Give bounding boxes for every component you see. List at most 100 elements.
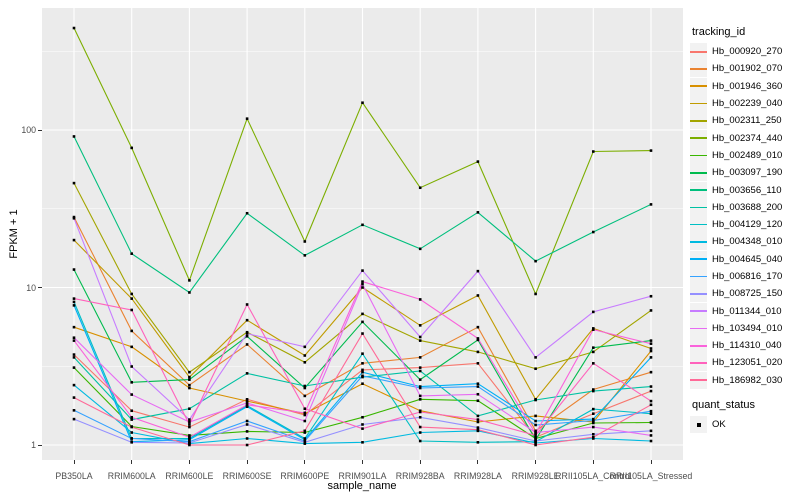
legend-entry-label: Hb_103494_010 [712,322,783,334]
data-point-marker [476,418,480,421]
legend-title-quant-status: quant_status [692,398,755,411]
data-point-marker [130,431,133,434]
data-point-marker [592,432,595,436]
data-point-marker [649,149,653,152]
y-tick-mark [38,444,42,446]
data-point-marker [303,361,307,364]
data-point-marker [649,347,653,350]
data-point-marker [72,304,76,307]
data-point-marker [592,407,595,411]
data-point-marker [649,429,653,433]
legend-key-swatch [690,319,707,337]
data-point-marker [245,334,249,338]
data-point-marker [361,352,364,355]
legend-entry-Hb_006816_170: Hb_006816_170 [690,268,800,285]
legend-key-swatch [690,60,707,78]
data-point-marker [418,394,422,398]
data-point-marker [130,365,133,368]
data-point-marker [649,389,653,393]
data-point-marker [418,298,422,301]
data-point-marker [303,411,307,415]
data-point-marker [303,431,307,434]
data-point-marker [649,356,653,359]
data-point-marker [534,398,537,402]
data-point-marker [476,350,480,354]
legend-key-swatch [690,233,707,251]
x-tick-label: RRIM600SE [222,471,272,481]
plot-canvas [42,8,683,460]
data-point-marker [418,366,422,369]
legend-key-line-icon [690,292,707,295]
data-point-marker [303,386,307,390]
black-square-point-icon [696,422,701,427]
data-point-marker [592,362,595,365]
data-point-marker [130,441,133,444]
data-point-marker [72,339,76,342]
data-point-marker [72,217,76,220]
legend-key-line-icon [690,362,707,364]
legend-key-line-icon [690,68,707,70]
data-point-marker [303,407,307,411]
legend-entry-Hb_002374_440: Hb_002374_440 [690,129,800,147]
data-point-marker [418,431,422,434]
x-tick-label: RRIM600PE [280,471,330,481]
x-tick-mark [650,460,652,464]
legend-entry-Hb_003097_190: Hb_003097_190 [690,164,800,182]
x-tick-mark [535,460,537,464]
x-tick-mark [419,460,421,464]
data-point-marker [245,430,249,433]
legend-entry-Hb_186982_030: Hb_186982_030 [690,371,800,389]
legend-entry-Hb_002489_010: Hb_002489_010 [690,146,800,164]
data-point-marker [418,324,422,327]
x-tick-mark [131,460,133,464]
legend-entry-label: Hb_001902_070 [712,63,783,75]
data-point-marker [188,438,191,442]
data-point-marker [303,442,307,445]
data-point-marker [361,280,364,283]
data-point-marker [361,332,364,335]
data-point-marker [476,420,480,424]
legend-entry-Hb_002239_040: Hb_002239_040 [690,95,800,113]
x-tick-label: RRIM600LE [165,471,214,481]
data-point-marker [418,415,422,419]
x-tick-mark [304,460,306,464]
data-point-marker [418,378,422,381]
legend-entry-label: Hb_008725_150 [712,288,783,300]
x-tick-label: RRIM901LA [338,471,387,481]
data-point-marker [188,279,191,282]
legend-entry-Hb_114310_040: Hb_114310_040 [690,337,800,355]
data-point-marker [476,337,480,340]
data-point-marker [534,259,537,263]
data-point-marker [361,415,364,419]
legend-entry-Hb_004348_010: Hb_004348_010 [690,233,800,251]
x-tick-label: RRIM600LA [107,471,156,481]
data-point-marker [245,401,249,405]
data-point-marker [476,414,480,418]
x-tick-mark [188,460,190,464]
legend-entry-Hb_123051_020: Hb_123051_020 [690,354,800,372]
data-point-marker [245,343,249,346]
legend-entry-label: Hb_002239_040 [712,98,783,110]
data-point-marker [130,425,133,429]
y-tick-mark [38,129,42,131]
data-point-marker [418,247,422,251]
data-point-marker [534,439,537,443]
data-point-marker [130,308,133,312]
data-point-marker [592,230,595,234]
legend-key-line-icon [690,344,707,347]
legend-key-swatch [690,164,707,182]
legend-key-swatch [690,112,707,130]
data-point-marker [418,339,422,342]
legend-key-swatch [690,146,707,164]
data-point-marker [361,441,364,444]
data-point-marker [188,425,191,429]
data-point-marker [649,294,653,298]
data-point-marker [361,282,364,286]
data-point-marker [72,353,76,356]
x-tick-mark [73,460,75,464]
legend: tracking_id Hb_000920_270 Hb_001902_070 Hb… [690,26,800,434]
legend-key-line-icon [690,275,707,278]
data-point-marker [476,392,480,396]
data-point-marker [418,335,422,339]
legend-entry-label: Hb_004645_040 [712,253,783,265]
